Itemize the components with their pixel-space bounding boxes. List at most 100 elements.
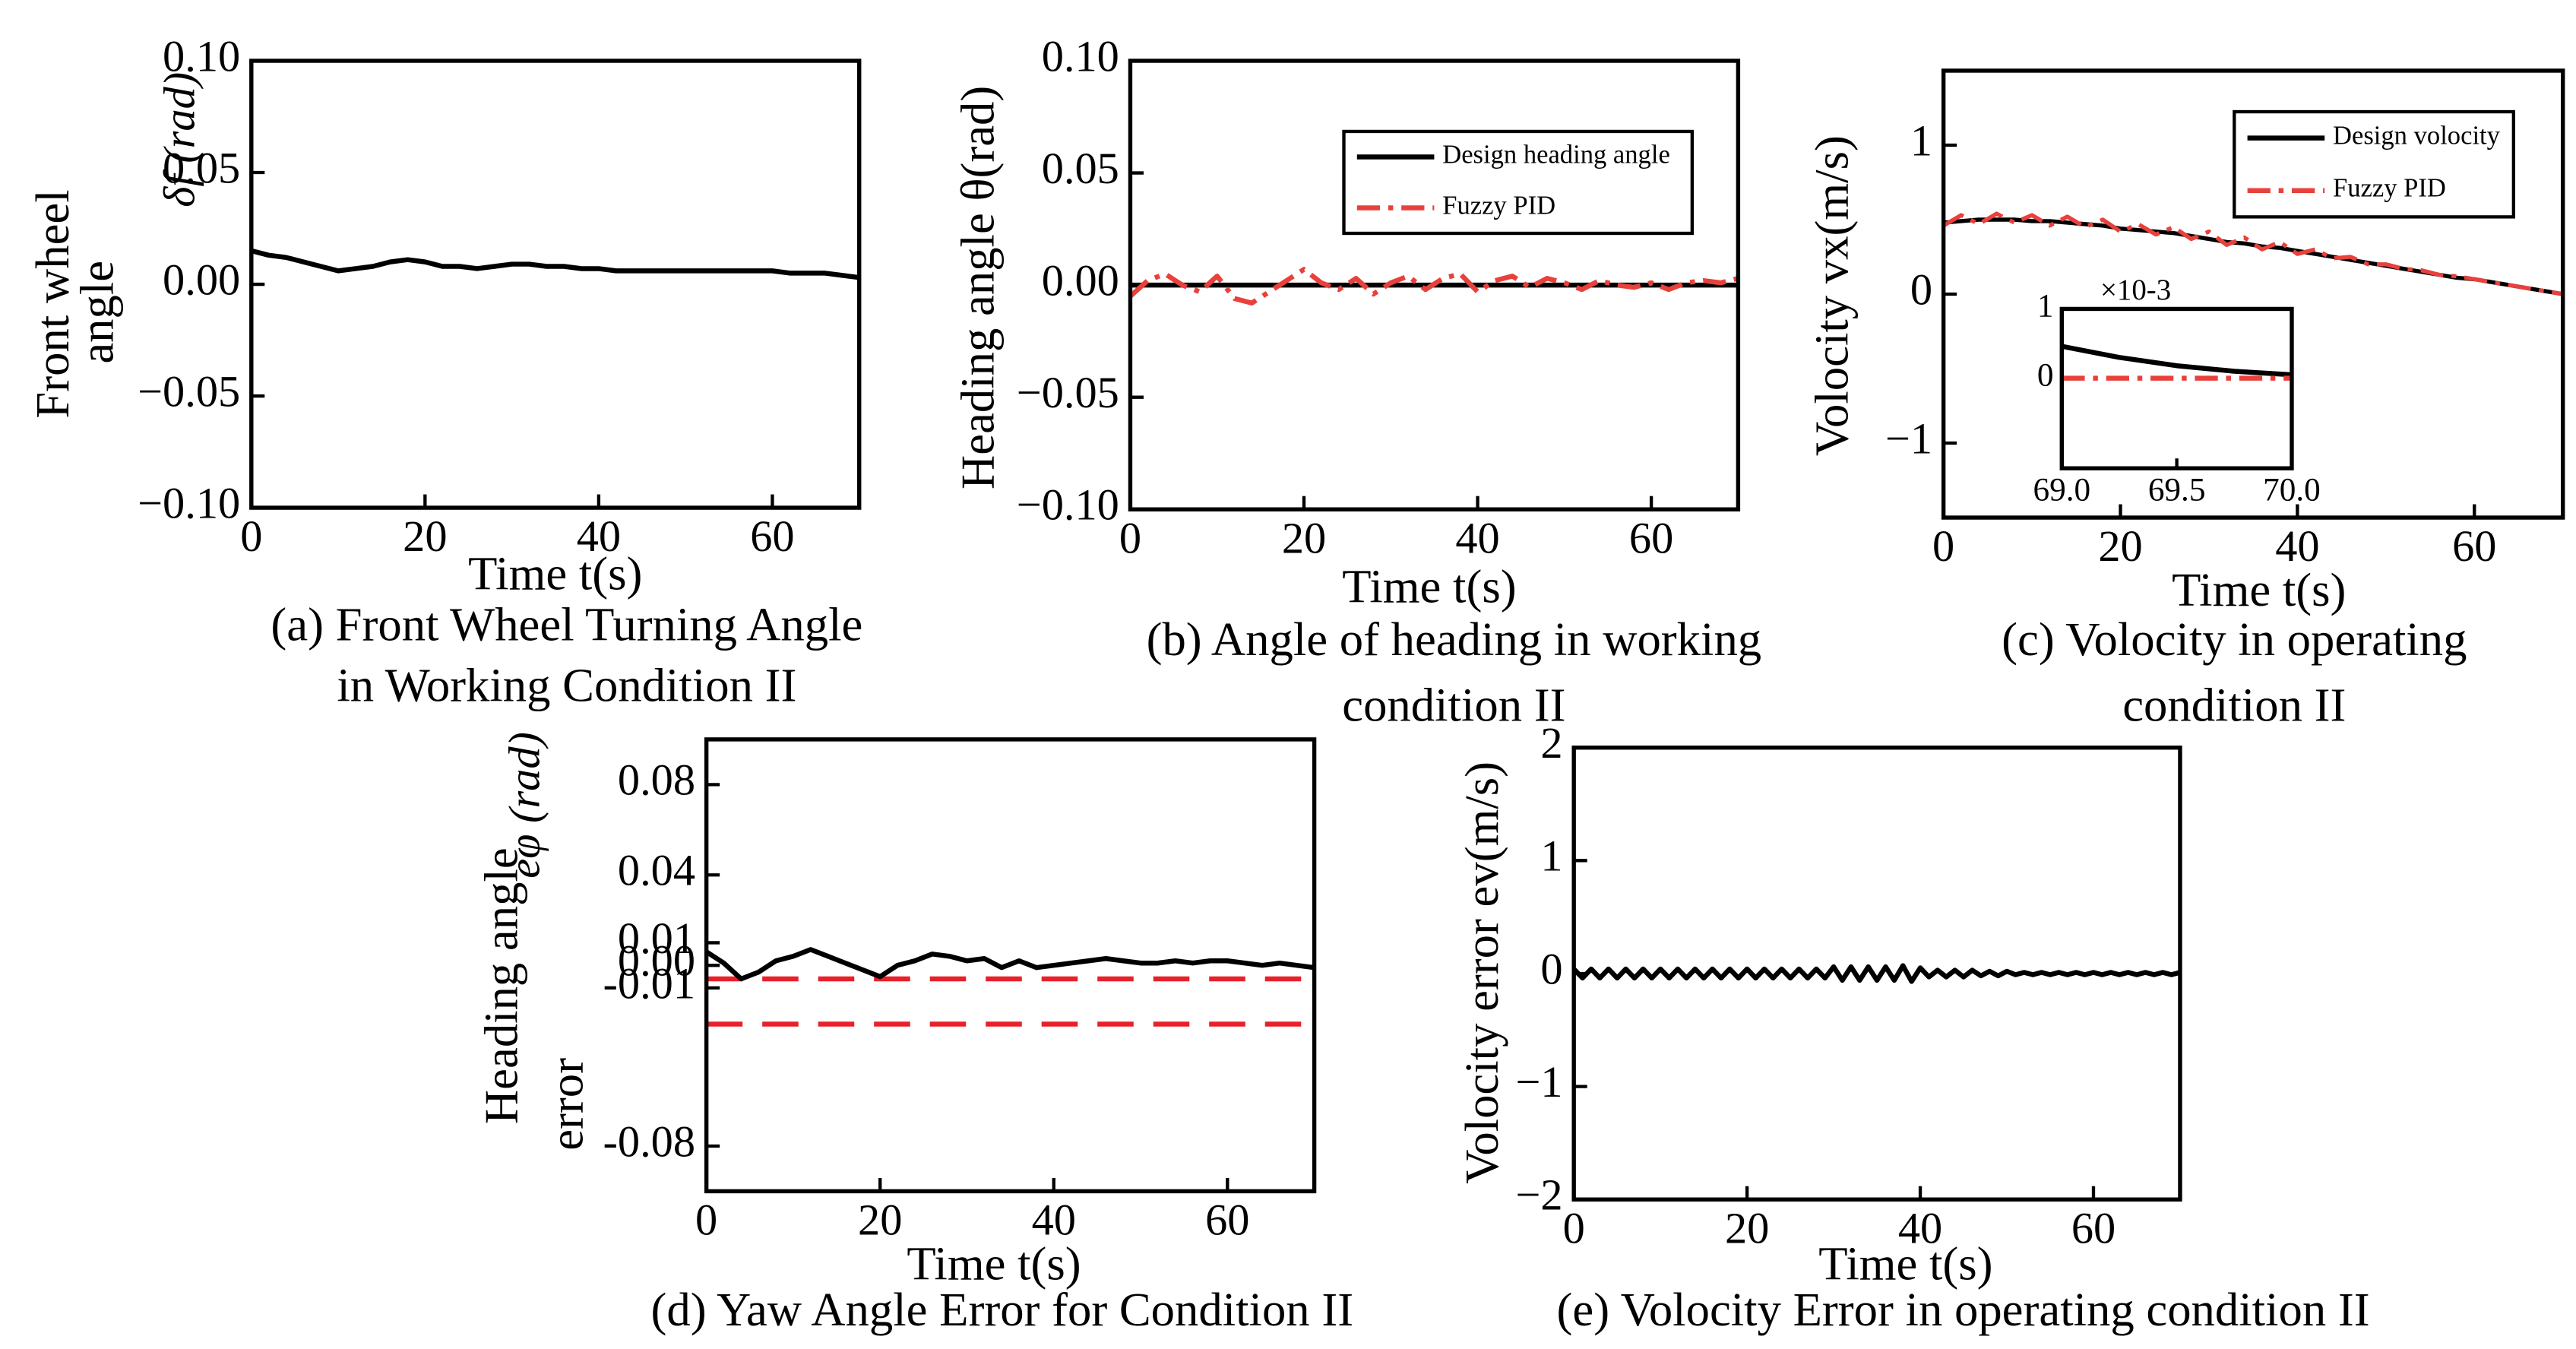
series-line: [1574, 963, 2180, 984]
panel: 0 20 40 60 −1 0 1 Design volocity Fuzzy PID 69.0 6…: [1805, 68, 2565, 731]
y-axis-label: Front wheel: [26, 189, 79, 418]
series-line: [1943, 217, 2563, 296]
series-group: [1943, 211, 2563, 296]
plot-frame: [249, 59, 862, 510]
legend-label: Fuzzy PID: [2333, 174, 2446, 203]
y-tick-label: 0.00: [163, 255, 240, 304]
y-axis-label: error: [540, 1058, 593, 1151]
y-tick-label: −0.10: [1017, 480, 1119, 530]
plot-frame: [704, 737, 1317, 1194]
x-tick-label: 0: [695, 1195, 717, 1245]
caption: (b) Angle of heading in working: [1147, 613, 1762, 666]
legend-box: [1342, 129, 1695, 236]
y-tick-label: -0.01: [603, 958, 695, 1008]
legend-label: Design volocity: [2333, 122, 2501, 150]
x-tick-label: 60: [750, 511, 794, 561]
caption: in Working Condition II: [337, 658, 796, 711]
panel: 0 20 40 60 −0.10 −0.05 0.00 0.05 0.10 Design head…: [951, 31, 1761, 731]
panel: 0 20 40 60 −2 −1 0 1 2 Volocity error ev(m/s) Time…: [1455, 718, 2370, 1336]
y-tick-label: 0: [2037, 357, 2054, 394]
x-tick-label: 20: [403, 511, 447, 561]
y-tick-label: 1: [1540, 831, 1562, 881]
y-tick-label: −1: [1515, 1057, 1562, 1107]
x-axis-label: Time t(s): [2172, 563, 2346, 616]
x-tick-label: 60: [1205, 1195, 1249, 1245]
panel: 0 20 40 60 -0.08 -0.010.000.01 0.04 0.08 Heading…: [474, 732, 1353, 1336]
y-tick-label: 0.01: [618, 914, 695, 963]
caption: condition II: [2122, 678, 2346, 731]
y-tick-label: 0.00: [1042, 255, 1119, 305]
y-axis-symbol: δf (rad): [155, 72, 204, 207]
x-axis-label: Time t(s): [468, 546, 642, 600]
x-tick-label: 70.0: [2263, 472, 2321, 508]
y-axis-label: Heading angle: [474, 847, 527, 1124]
x-tick-label: 69.0: [2033, 472, 2090, 508]
series-line: [2062, 344, 2292, 378]
x-tick-label: 69.5: [2148, 472, 2206, 508]
caption: (a) Front Wheel Turning Angle: [271, 597, 862, 651]
x-axis-label: Time t(s): [907, 1237, 1081, 1290]
x-tick-label: 20: [1725, 1203, 1769, 1252]
y-multiplier: ×10-3: [2100, 274, 2171, 306]
plot-frame: [1941, 68, 2565, 520]
panel: 0 20 40 60 −0.10 −0.05 0.00 0.05 0.10 Front wheel…: [26, 31, 862, 711]
y-tick-label: 1: [1910, 116, 1932, 165]
y-axis-label: Volocity error ev(m/s): [1455, 762, 1508, 1184]
y-tick-label: 0.00: [618, 936, 695, 986]
x-tick-label: 40: [1455, 513, 1499, 562]
x-tick-label: 20: [2098, 521, 2142, 571]
series-line: [1130, 267, 1739, 306]
caption: (d) Yaw Angle Error for Condition II: [651, 1283, 1354, 1336]
x-tick-label: 40: [1032, 1195, 1076, 1245]
x-axis-label: Time t(s): [1818, 1237, 1992, 1290]
y-axis-label: Volocity vx(m/s): [1805, 135, 1858, 456]
y-tick-label: 0.04: [618, 846, 695, 895]
series-group: [1130, 267, 1739, 306]
legend-label: Fuzzy PID: [1442, 191, 1555, 220]
y-tick-label: −0.05: [138, 366, 240, 416]
series-group: [1574, 963, 2180, 984]
x-tick-label: 20: [1282, 513, 1326, 562]
x-tick-label: 0: [1563, 1203, 1585, 1252]
y-tick-label: -0.08: [603, 1116, 695, 1166]
y-tick-label: −1: [1885, 413, 1932, 463]
x-tick-label: 20: [858, 1195, 902, 1245]
y-tick-label: 1: [2037, 287, 2054, 324]
caption: (c) Volocity in operating: [2002, 613, 2467, 666]
y-tick-label: 0: [1910, 264, 1932, 314]
plot-frame: [2059, 306, 2294, 470]
y-tick-label: 0.10: [1042, 31, 1119, 81]
x-tick-label: 0: [240, 511, 262, 561]
series-group: [706, 947, 1315, 982]
series-line: [706, 947, 1315, 982]
y-tick-label: 0.08: [618, 755, 695, 805]
y-tick-label: 2: [1540, 718, 1562, 768]
x-axis-label: Time t(s): [1342, 560, 1516, 613]
x-tick-label: 40: [577, 511, 621, 561]
x-tick-label: 60: [2071, 1203, 2116, 1252]
plot-frame: [1128, 59, 1741, 511]
x-tick-label: 60: [1629, 513, 1673, 562]
y-tick-label: −2: [1515, 1170, 1562, 1220]
y-axis-symbol: eφ (rad): [500, 732, 549, 879]
series-group: [2062, 344, 2292, 381]
caption: condition II: [1342, 678, 1565, 731]
y-tick-label: 0.05: [1042, 144, 1119, 193]
series-line: [251, 248, 859, 280]
plot-frame: [1571, 746, 2182, 1202]
caption: (e) Volocity Error in operating conditio…: [1557, 1283, 2370, 1336]
x-tick-label: 40: [2275, 521, 2319, 571]
y-tick-label: −0.10: [138, 478, 240, 527]
x-tick-label: 0: [1932, 521, 1954, 571]
y-tick-label: 0: [1540, 944, 1562, 993]
x-tick-label: 0: [1119, 513, 1141, 562]
x-tick-label: 40: [1898, 1203, 1942, 1252]
y-axis-label: Heading angle θ(rad): [951, 86, 1004, 489]
y-axis-label: angle: [70, 261, 123, 364]
series-group: [251, 248, 859, 280]
y-tick-label: 0.05: [163, 143, 240, 192]
legend-label: Design heading angle: [1442, 140, 1670, 169]
x-tick-label: 60: [2452, 521, 2496, 571]
